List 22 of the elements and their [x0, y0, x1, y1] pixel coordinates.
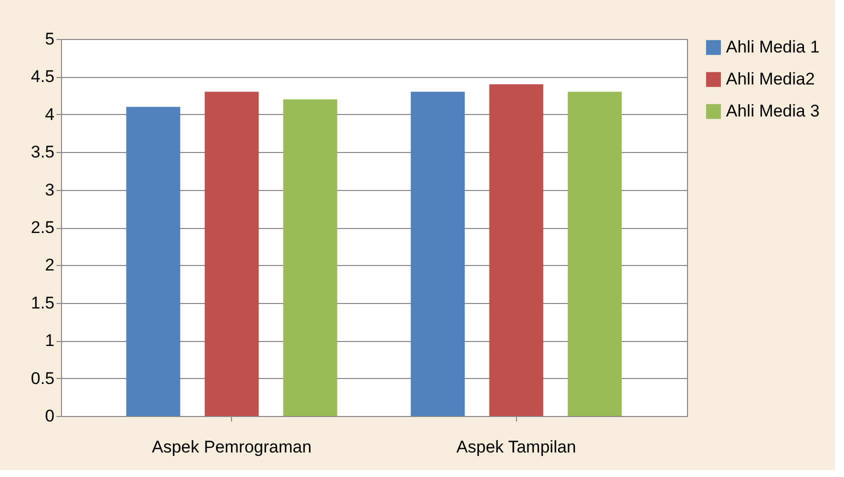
bar [283, 99, 338, 416]
y-tick-label: 1 [45, 331, 54, 350]
y-tick-label: 4.5 [30, 67, 54, 86]
y-tick-label: 0 [45, 406, 54, 426]
x-tick-label: Aspek Tampilan [456, 438, 576, 456]
x-tick-label: Aspek Pemrograman [152, 438, 312, 456]
bar [489, 84, 544, 416]
legend-label: Ahli Media 1 [726, 38, 820, 56]
bar [568, 92, 622, 416]
y-tick-label: 4 [45, 104, 54, 124]
y-tick-label: 2 [45, 256, 54, 275]
legend-label: Ahli Media2 [726, 70, 815, 88]
y-tick-label: 3 [45, 180, 54, 200]
y-tick-label: 2.5 [30, 218, 54, 237]
bar [204, 92, 259, 416]
y-tick-label: 0.5 [30, 368, 54, 388]
y-tick-label: 3.5 [30, 142, 54, 162]
y-tick-label: 5 [45, 30, 54, 48]
bar [126, 106, 180, 416]
y-tick-label: 1.5 [30, 293, 54, 312]
bar [410, 92, 465, 416]
legend-label: Ahli Media 3 [726, 102, 820, 120]
